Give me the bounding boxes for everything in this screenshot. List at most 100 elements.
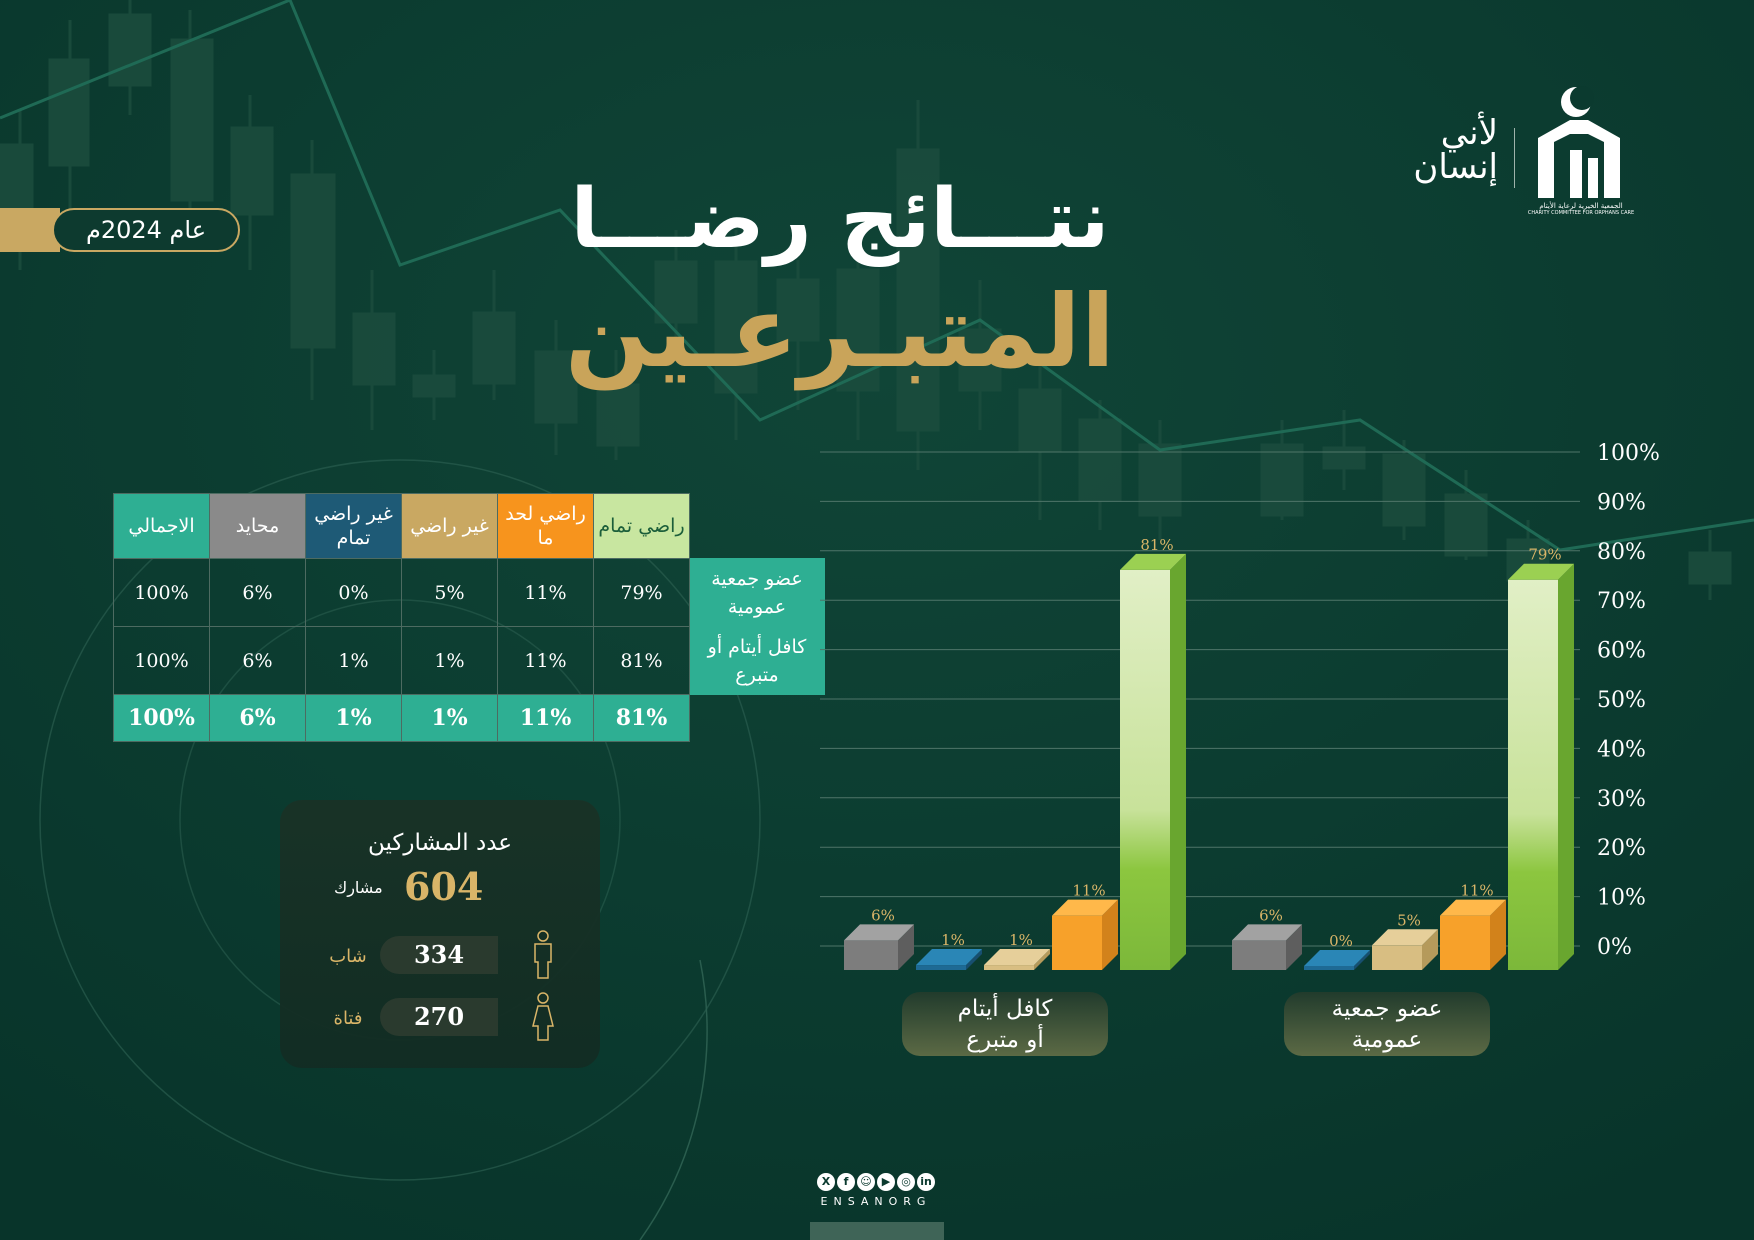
- table-total-cell: 100%: [113, 694, 210, 742]
- table-total-cell: 1%: [401, 694, 498, 742]
- data-label: 79%: [1528, 546, 1561, 564]
- bar-front: [1052, 915, 1102, 970]
- table-cell: 79%: [593, 558, 690, 627]
- table-header-very-satisfied: راضي تمام: [593, 493, 690, 559]
- bar-top: [984, 949, 1050, 966]
- male-label: شاب: [329, 946, 367, 967]
- table-header-total: الاجمالي: [113, 493, 210, 559]
- trend-line-decoration: [0, 0, 1754, 552]
- linkedin-icon[interactable]: in: [917, 1173, 935, 1191]
- bar: [984, 949, 1050, 970]
- table-total-cell: 6%: [209, 694, 306, 742]
- bar-top: [1372, 929, 1438, 946]
- table-cell: 6%: [209, 558, 306, 627]
- table-total-cell: 1%: [305, 694, 402, 742]
- logo-subtitle: الجمعية الخيرية لرعاية الأيتام CHARITY C…: [1527, 202, 1635, 216]
- participants-total: 604: [404, 864, 484, 909]
- bar-side: [898, 924, 914, 970]
- social-handle: ENSANORG: [820, 1195, 932, 1208]
- bar-top: [916, 949, 982, 966]
- table-header-unsatisfied: غير راضي: [401, 493, 498, 559]
- logo-tagline: لأني إنسان: [1380, 116, 1498, 184]
- table-totals-row: 100% 6% 1% 1% 11% 81%: [113, 694, 825, 742]
- bar-front: [1372, 945, 1422, 970]
- bar-front: [1304, 966, 1354, 970]
- chart-grid: [820, 451, 1580, 947]
- table-cell: 1%: [401, 626, 498, 695]
- bar-front: [984, 965, 1034, 970]
- bar-side: [1286, 924, 1302, 970]
- table-cell: 100%: [113, 558, 210, 627]
- y-tick-label: 10%: [1597, 886, 1646, 911]
- male-person-icon: [534, 930, 552, 979]
- bar-side: [966, 949, 982, 970]
- chart-y-axis: 0% 10% 20% 30% 40% 50% 60% 70% 80% 90% 100%: [1597, 441, 1660, 960]
- bar-top: [1440, 899, 1506, 916]
- table-cell: 11%: [497, 626, 594, 695]
- bar-front: [844, 940, 898, 970]
- bar-front: [916, 965, 966, 970]
- bar-top: [844, 924, 914, 941]
- results-table: الاجمالي محايد غير راضي تمام غير راضي را…: [113, 493, 825, 742]
- bar-front: [1508, 579, 1558, 970]
- page-title-line2: المتبـرعـين: [564, 273, 1116, 390]
- y-tick-label: 80%: [1597, 540, 1646, 565]
- y-tick-label: 60%: [1597, 639, 1646, 664]
- table-cell: 0%: [305, 558, 402, 627]
- bar-side: [1558, 563, 1574, 970]
- bar: [916, 949, 982, 970]
- table-total-cell: 81%: [593, 694, 690, 742]
- y-tick-label: 30%: [1597, 787, 1646, 812]
- bar: [844, 924, 914, 970]
- category-label-sponsor-donor: كافل أيتام أو متبرع: [902, 992, 1108, 1056]
- data-label: 1%: [941, 931, 965, 949]
- logo-divider: [1514, 128, 1515, 188]
- table-header-neutral: محايد: [209, 493, 306, 559]
- data-label: 6%: [1259, 906, 1283, 924]
- data-label: 1%: [1009, 931, 1033, 949]
- chart-bars: [844, 553, 1574, 970]
- bar: [1120, 553, 1186, 970]
- y-tick-label: 70%: [1597, 589, 1646, 614]
- y-tick-label: 100%: [1597, 441, 1660, 466]
- y-tick-label: 40%: [1597, 737, 1646, 762]
- female-label: فتاة: [333, 1008, 363, 1029]
- bar-top: [1120, 553, 1186, 570]
- participants-title: عدد المشاركين: [367, 830, 513, 856]
- data-label: 5%: [1397, 911, 1421, 929]
- table-cell: 1%: [305, 626, 402, 695]
- facebook-icon[interactable]: f: [837, 1173, 855, 1191]
- table-header-row: الاجمالي محايد غير راضي تمام غير راضي را…: [113, 493, 825, 559]
- x-icon[interactable]: X: [817, 1173, 835, 1191]
- snapchat-icon[interactable]: ☺: [857, 1173, 875, 1191]
- bar-front: [1120, 569, 1170, 970]
- participants-card: عدد المشاركين 604 مشارك شاب 334 فتاة 270: [280, 800, 600, 1068]
- y-tick-label: 50%: [1597, 688, 1646, 713]
- bar: [1508, 563, 1574, 970]
- year-label: عام 2024م: [52, 208, 240, 252]
- y-tick-label: 0%: [1597, 935, 1632, 960]
- instagram-icon[interactable]: ◎: [897, 1173, 915, 1191]
- bottom-bar: [810, 1222, 944, 1240]
- data-label: 11%: [1072, 882, 1105, 900]
- female-count: 270: [380, 998, 498, 1036]
- category-label-general-assembly: عضو جمعية عمومية: [1284, 992, 1490, 1056]
- logo-tagline-line2: إنسان: [1413, 147, 1498, 187]
- bar-side: [1102, 899, 1118, 970]
- bar: [1052, 899, 1118, 970]
- bar-top: [1508, 563, 1574, 580]
- participants-unit: مشارك: [334, 878, 383, 897]
- male-count: 334: [380, 936, 498, 974]
- bar-front: [1232, 940, 1286, 970]
- youtube-icon[interactable]: ▶: [877, 1173, 895, 1191]
- table-row-label: عضو جمعية عمومية: [689, 558, 825, 627]
- y-tick-label: 20%: [1597, 836, 1646, 861]
- bar-side: [1170, 553, 1186, 970]
- table-row: 100% 6% 1% 1% 11% 81% كافل أيتام أو متبر…: [113, 626, 825, 695]
- bar-top: [1052, 899, 1118, 916]
- data-label: 0%: [1329, 932, 1353, 950]
- table-cell: 11%: [497, 558, 594, 627]
- bar-side: [1034, 949, 1050, 970]
- page-title-line1: نتـــائج رضـــا: [570, 172, 1110, 267]
